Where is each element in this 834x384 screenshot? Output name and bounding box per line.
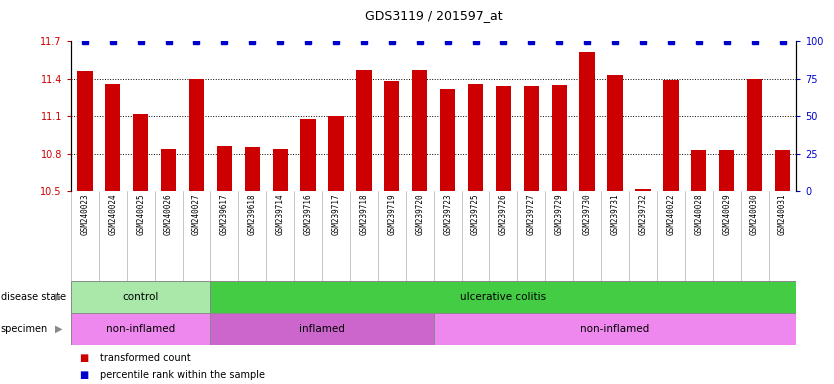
Text: transformed count: transformed count [100, 353, 191, 362]
Bar [329, 116, 344, 191]
Bar [495, 86, 511, 191]
Text: ■: ■ [79, 370, 88, 380]
Bar [300, 119, 316, 191]
Text: GSM239727: GSM239727 [527, 194, 536, 235]
Bar [551, 85, 567, 191]
Text: GSM240026: GSM240026 [164, 194, 173, 235]
Bar [210, 281, 796, 313]
Bar [663, 80, 679, 191]
Bar [636, 189, 651, 191]
Bar [188, 79, 204, 191]
Bar [71, 281, 210, 313]
Text: GSM240031: GSM240031 [778, 194, 787, 235]
Text: GSM239723: GSM239723 [443, 194, 452, 235]
Text: ▶: ▶ [55, 292, 63, 302]
Text: non-inflamed: non-inflamed [106, 324, 175, 334]
Text: specimen: specimen [1, 324, 48, 334]
Bar [775, 150, 790, 191]
Bar [210, 313, 434, 345]
Text: GSM239732: GSM239732 [639, 194, 647, 235]
Text: GSM240022: GSM240022 [666, 194, 676, 235]
Text: GSM239720: GSM239720 [415, 194, 425, 235]
Text: GSM239729: GSM239729 [555, 194, 564, 235]
Bar [440, 89, 455, 191]
Text: GSM240023: GSM240023 [80, 194, 89, 235]
Bar [273, 149, 288, 191]
Text: GSM240029: GSM240029 [722, 194, 731, 235]
Bar [412, 70, 427, 191]
Text: GSM240027: GSM240027 [192, 194, 201, 235]
Text: ulcerative colitis: ulcerative colitis [460, 292, 546, 302]
Bar [719, 150, 735, 191]
Bar [384, 81, 399, 191]
Text: GSM240025: GSM240025 [136, 194, 145, 235]
Text: GSM239731: GSM239731 [610, 194, 620, 235]
Text: GSM239730: GSM239730 [583, 194, 591, 235]
Text: GDS3119 / 201597_at: GDS3119 / 201597_at [364, 9, 503, 22]
Bar [524, 86, 539, 191]
Text: GSM239718: GSM239718 [359, 194, 369, 235]
Text: GSM239714: GSM239714 [276, 194, 284, 235]
Bar [580, 52, 595, 191]
Text: control: control [123, 292, 158, 302]
Text: GSM240028: GSM240028 [694, 194, 703, 235]
Text: disease state: disease state [1, 292, 66, 302]
Text: GSM240024: GSM240024 [108, 194, 118, 235]
Bar [78, 71, 93, 191]
Text: non-inflamed: non-inflamed [580, 324, 650, 334]
Bar [691, 150, 706, 191]
Text: GSM239719: GSM239719 [387, 194, 396, 235]
Text: GSM239618: GSM239618 [248, 194, 257, 235]
Bar [356, 70, 372, 191]
Text: GSM239726: GSM239726 [499, 194, 508, 235]
Bar [434, 313, 796, 345]
Text: GSM239716: GSM239716 [304, 194, 313, 235]
Bar [133, 114, 148, 191]
Bar [607, 75, 623, 191]
Text: GSM239717: GSM239717 [331, 194, 340, 235]
Text: GSM239725: GSM239725 [471, 194, 480, 235]
Bar [161, 149, 176, 191]
Text: GSM239617: GSM239617 [220, 194, 229, 235]
Text: inflamed: inflamed [299, 324, 345, 334]
Bar [244, 147, 260, 191]
Text: GSM240030: GSM240030 [750, 194, 759, 235]
Text: ■: ■ [79, 353, 88, 362]
Bar [747, 79, 762, 191]
Bar [105, 84, 120, 191]
Bar [71, 313, 210, 345]
Text: ▶: ▶ [55, 324, 63, 334]
Bar [468, 84, 483, 191]
Text: percentile rank within the sample: percentile rank within the sample [100, 370, 265, 380]
Bar [217, 146, 232, 191]
